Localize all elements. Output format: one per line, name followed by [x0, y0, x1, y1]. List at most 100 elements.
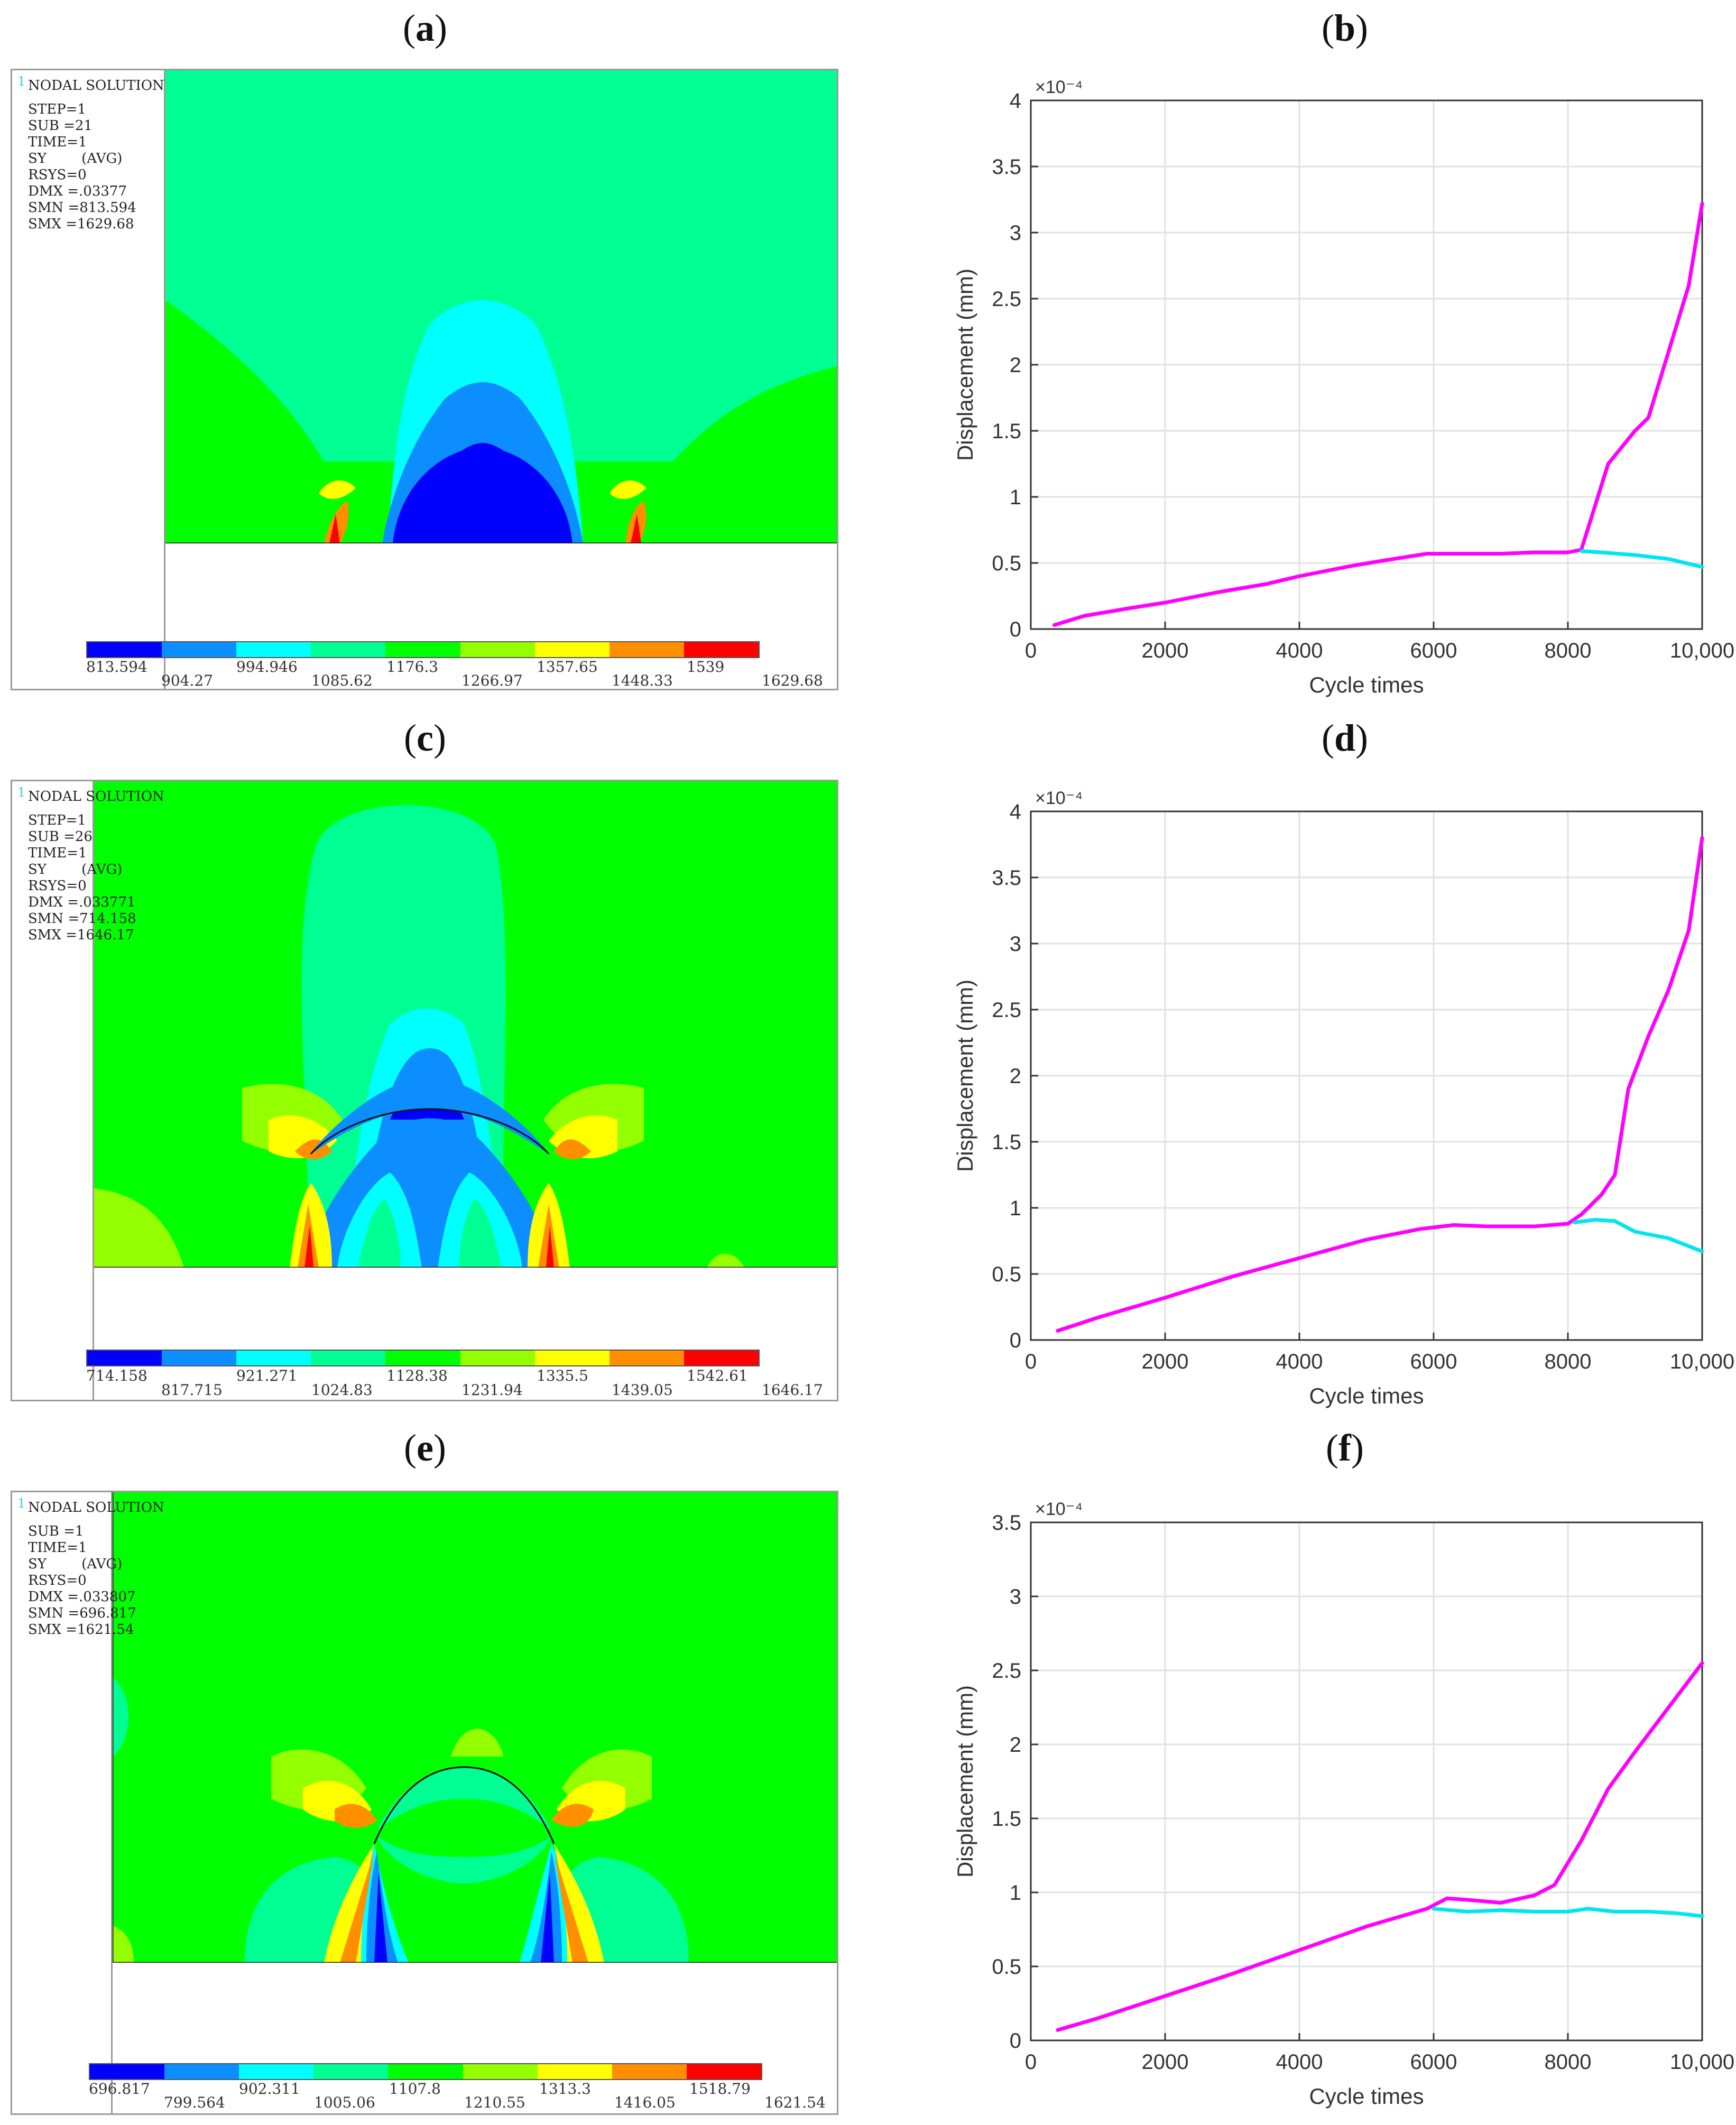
axes-frame	[1030, 1521, 1703, 2041]
contour-color-bar	[86, 641, 760, 658]
x-tick-label: 8000	[1545, 1350, 1592, 1373]
stress-contour-field	[94, 781, 837, 1268]
contour-label: 1518.79	[689, 2080, 751, 2098]
color-swatch	[385, 642, 460, 657]
x-tick-label: 4000	[1276, 2050, 1323, 2074]
x-tick-label: 2000	[1142, 639, 1189, 662]
x-tick-label: 2000	[1142, 1350, 1189, 1373]
fea-info-block: 1 NODAL SOLUTION STEP=1 SUB =21 TIME=1 S…	[12, 70, 165, 689]
x-tick-label: 10,000	[1670, 1350, 1734, 1373]
x-tick-label: 0	[1025, 2050, 1037, 2074]
y-tick-label: 3	[1010, 932, 1021, 956]
color-swatch	[534, 642, 610, 657]
series-line-cyan	[1573, 1218, 1704, 1253]
contour-label: 1357.65	[537, 658, 598, 676]
color-swatch	[162, 1351, 237, 1365]
color-swatch	[90, 2064, 165, 2079]
x-tick-label: 0	[1025, 639, 1037, 662]
color-swatch	[236, 642, 311, 657]
contour-label: 1335.5	[537, 1367, 588, 1384]
contour-label: 1542.61	[687, 1367, 748, 1384]
y-tick-label: 3.5	[992, 155, 1021, 179]
contour-label: 921.271	[236, 1367, 298, 1384]
color-swatch	[162, 642, 237, 657]
color-swatch	[609, 642, 684, 657]
y-tick-label: 0.5	[992, 1955, 1021, 1979]
y-tick-label: 1.5	[992, 1807, 1021, 1831]
color-swatch	[239, 2064, 314, 2079]
contour-label: 1107.8	[389, 2080, 441, 2098]
y-tick-label: 3.5	[992, 866, 1021, 890]
y-axis-label: Displacement (mm)	[953, 1685, 977, 1878]
contour-label: 817.715	[161, 1381, 223, 1399]
color-swatch	[236, 1351, 311, 1365]
contour-label: 1005.06	[314, 2094, 375, 2111]
fea-title: NODAL SOLUTION	[28, 789, 164, 805]
color-swatch	[87, 642, 162, 657]
y-tick-label: 3	[1010, 1585, 1021, 1609]
stress-contour-field	[113, 1492, 837, 1963]
color-swatch	[87, 1351, 162, 1365]
y-tick-label: 0	[1010, 2029, 1021, 2053]
contour-label: 1416.05	[614, 2094, 676, 2111]
contour-label: 1539	[687, 658, 725, 676]
x-tick-label: 8000	[1545, 639, 1592, 662]
x-tick-label: 6000	[1410, 2050, 1457, 2074]
series-line-cyan	[1432, 1907, 1704, 1918]
x-axis-label: Cycle times	[1309, 1383, 1424, 1408]
y-exponent: ×10⁻⁴	[1035, 77, 1083, 97]
series-line-magenta	[1056, 836, 1704, 1333]
y-tick-label: 2.5	[992, 288, 1021, 311]
y-tick-label: 3	[1010, 221, 1021, 245]
color-swatch	[612, 2064, 687, 2079]
x-tick-label: 2000	[1142, 2050, 1189, 2074]
displacement-chart-d: 0 2000 4000 6000 8000 10,000 0 0.5 1 1.5 2 2.5 3 3.5 4…	[953, 788, 1734, 1408]
contour-label: 799.564	[164, 2094, 225, 2111]
contour-label: 1448.33	[612, 672, 673, 689]
y-tick-label: 2	[1010, 1065, 1021, 1088]
x-tick-label: 6000	[1410, 1350, 1457, 1373]
contour-label: 1629.68	[762, 672, 823, 689]
panel-label-d: (d)	[1321, 717, 1368, 759]
contour-label: 1024.83	[311, 1381, 373, 1399]
stress-contour-field	[165, 70, 837, 543]
x-tick-label: 0	[1025, 1350, 1037, 1373]
panel-label-f: (f)	[1326, 1427, 1364, 1469]
x-tick-label: 10,000	[1670, 639, 1734, 662]
contour-label: 1439.05	[612, 1381, 673, 1399]
fea-panel-c: 1 NODAL SOLUTION STEP=1 SUB =26 TIME=1 S…	[11, 780, 838, 1401]
color-swatch	[686, 2064, 761, 2079]
y-tick-label: 3.5	[992, 1511, 1021, 1535]
contour-label: 1231.94	[461, 1381, 523, 1399]
fea-panel-a: 1 NODAL SOLUTION STEP=1 SUB =21 TIME=1 S…	[11, 69, 838, 690]
y-exponent: ×10⁻⁴	[1035, 788, 1083, 808]
fea-info-block: 1 NODAL SOLUTION SUB =1 TIME=1 SY (AVG) …	[12, 1492, 164, 2113]
color-swatch	[385, 1351, 460, 1365]
color-swatch	[684, 1351, 759, 1365]
displacement-chart-f: 0 2000 4000 6000 8000 10,000 0 0.5 1 1.5 2 2.5 3 3.5 ×…	[953, 1499, 1734, 2109]
color-swatch	[537, 2064, 612, 2079]
y-tick-label: 1	[1010, 1881, 1021, 1905]
y-tick-label: 4	[1010, 89, 1021, 113]
series-line-magenta	[1052, 201, 1704, 627]
y-tick-label: 2.5	[992, 1659, 1021, 1683]
panel-label-a: (a)	[403, 7, 447, 49]
fea-title: NODAL SOLUTION	[28, 78, 164, 94]
y-tick-label: 1.5	[992, 420, 1021, 443]
y-tick-label: 1.5	[992, 1131, 1021, 1154]
color-swatch	[311, 642, 386, 657]
contour-label: 813.594	[86, 658, 147, 676]
color-swatch	[388, 2064, 463, 2079]
series-line-magenta	[1056, 1661, 1704, 2032]
x-tick-label: 4000	[1276, 639, 1323, 662]
contour-label: 1646.17	[762, 1381, 823, 1399]
contour-label: 1266.97	[461, 672, 523, 689]
fea-info-block: 1 NODAL SOLUTION STEP=1 SUB =26 TIME=1 S…	[12, 781, 164, 1400]
contour-label: 904.27	[161, 672, 213, 689]
y-tick-label: 2.5	[992, 999, 1021, 1022]
y-tick-label: 0	[1010, 1329, 1021, 1352]
y-tick-label: 2	[1010, 1733, 1021, 1757]
color-swatch	[609, 1351, 684, 1365]
contour-label: 1128.38	[386, 1367, 448, 1384]
displacement-chart-b: 0 2000 4000 6000 8000 10,000 0 0.5 1 1.5 2 2.5 3 3.5 4…	[953, 77, 1734, 697]
